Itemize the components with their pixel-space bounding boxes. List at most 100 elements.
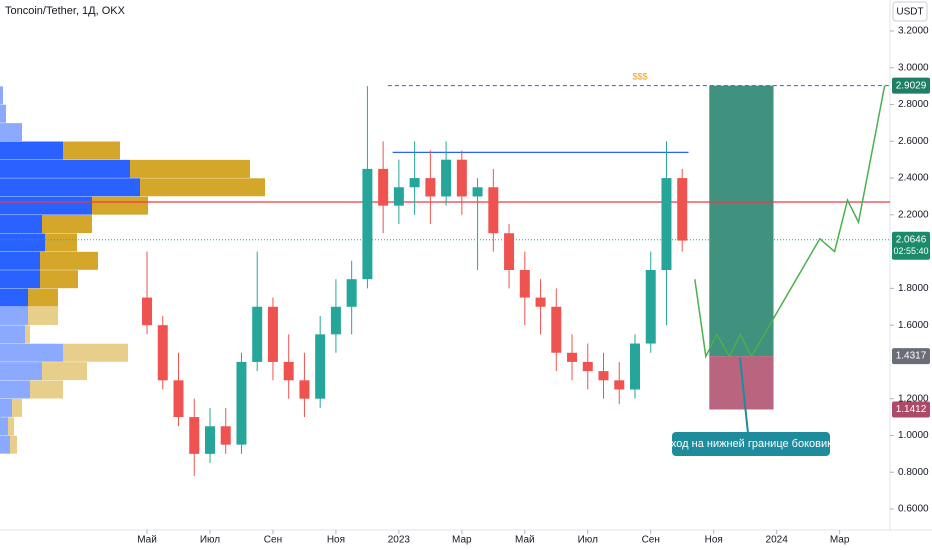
y-tick-label: 0.8000: [898, 467, 929, 478]
candle-body: [142, 297, 153, 326]
profile-down: [42, 215, 92, 234]
y-tick-label: 1.8000: [898, 283, 929, 294]
candle-body: [173, 380, 184, 418]
profile-up: [0, 141, 63, 160]
y-tick-label: 3.2000: [898, 26, 929, 37]
candle-body: [204, 426, 215, 454]
profile-up: [0, 288, 28, 307]
candle-body: [315, 334, 326, 399]
profile-up: [0, 86, 3, 105]
profile-up: [0, 380, 30, 399]
profile-down: [63, 141, 120, 160]
candle-body: [472, 187, 483, 197]
candle-body: [551, 306, 562, 353]
y-tick-label: 2.8000: [898, 99, 929, 110]
callout-text: Вход на нижней границе боковика: [664, 438, 839, 450]
profile-down: [10, 435, 17, 454]
candle-body: [661, 178, 672, 270]
marker: $$$: [632, 71, 647, 81]
x-tick-label: Июл: [200, 535, 220, 546]
x-tick-label: 2023: [388, 535, 411, 546]
candle-body: [378, 168, 389, 206]
x-tick-label: 2024: [766, 535, 789, 546]
profile-up: [0, 343, 63, 362]
candle-body: [441, 159, 452, 197]
candle-body: [456, 159, 467, 197]
candle-body: [330, 306, 341, 335]
candle-body: [567, 352, 578, 362]
x-tick-label: Сен: [264, 535, 282, 546]
candle-body: [519, 270, 530, 298]
y-tick-label: 2.2000: [898, 209, 929, 220]
entry-price-label: 1.4317: [896, 351, 927, 362]
profile-up: [0, 251, 40, 270]
candle-body: [425, 178, 436, 197]
profile-down: [40, 251, 98, 270]
candle-body: [535, 297, 546, 307]
currency-box[interactable]: [892, 1, 928, 22]
profile-up: [0, 362, 42, 381]
candle-body: [582, 361, 593, 372]
profile-down: [130, 159, 250, 178]
target-price-label: 2.9029: [896, 80, 927, 91]
x-tick-label: Мар: [830, 535, 850, 546]
profile-down: [45, 233, 77, 252]
y-tick-label: 1.6000: [898, 320, 929, 331]
candle-body: [299, 380, 310, 399]
profile-up: [0, 417, 8, 436]
candle-body: [346, 279, 357, 307]
candle-body: [283, 361, 294, 381]
plot-area: [0, 85, 890, 476]
candle-body: [614, 380, 625, 390]
candle-body: [236, 361, 247, 445]
stop-price-label-box: [892, 401, 930, 418]
profile-down: [8, 417, 14, 436]
y-tick-label: 1.2000: [898, 393, 929, 404]
profile-up: [0, 233, 45, 252]
candle-body: [504, 233, 515, 270]
profile-up: [0, 306, 28, 325]
profile-down: [92, 196, 148, 215]
x-tick-label: Мар: [452, 535, 472, 546]
candle-body: [645, 270, 656, 344]
profile-up: [0, 325, 25, 344]
x-tick-label: Июл: [578, 535, 598, 546]
candle-body: [488, 187, 499, 234]
profile-down: [63, 343, 128, 362]
callout-pointer: [739, 357, 749, 434]
profile-up: [0, 196, 92, 215]
profile-up: [0, 270, 40, 289]
target-zone: [709, 85, 774, 357]
candle-body: [629, 343, 640, 390]
candle-body: [393, 187, 404, 206]
currency[interactable]: USDT: [896, 7, 923, 18]
profile-up: [0, 435, 10, 454]
x-tick-label: Май: [515, 535, 535, 546]
axes: 0.6000 0.8000 1.0000 1.2000 1.6000 1.8000 2.20…: [137, 26, 930, 546]
profile-down: [12, 398, 22, 417]
symbol-title: Toncoin/Tether, 1Д, OKX: [5, 5, 126, 17]
x-tick-label: Сен: [642, 535, 660, 546]
profile-up: [0, 159, 130, 178]
profile-down: [25, 325, 30, 344]
candle-body: [252, 306, 263, 362]
y-tick-label: 2.4000: [898, 173, 929, 184]
countdown: 02:55:40: [893, 246, 928, 256]
profile-up: [0, 123, 22, 142]
last-price-label-box: [892, 231, 930, 260]
profile-up: [0, 398, 12, 417]
profile-down: [30, 380, 63, 399]
candle-body: [362, 168, 373, 280]
x-tick-label: Ноя: [327, 535, 345, 546]
candle-body: [189, 417, 200, 454]
target-price-label-box: [892, 77, 930, 94]
candle-body: [267, 306, 278, 362]
y-tick-label: 2.6000: [898, 136, 929, 147]
profile-down: [42, 362, 87, 381]
projection-line: [694, 85, 886, 359]
profile-down: [40, 270, 78, 289]
profile-up: [0, 215, 42, 234]
profile-down: [28, 306, 58, 325]
candle-body: [409, 178, 420, 188]
